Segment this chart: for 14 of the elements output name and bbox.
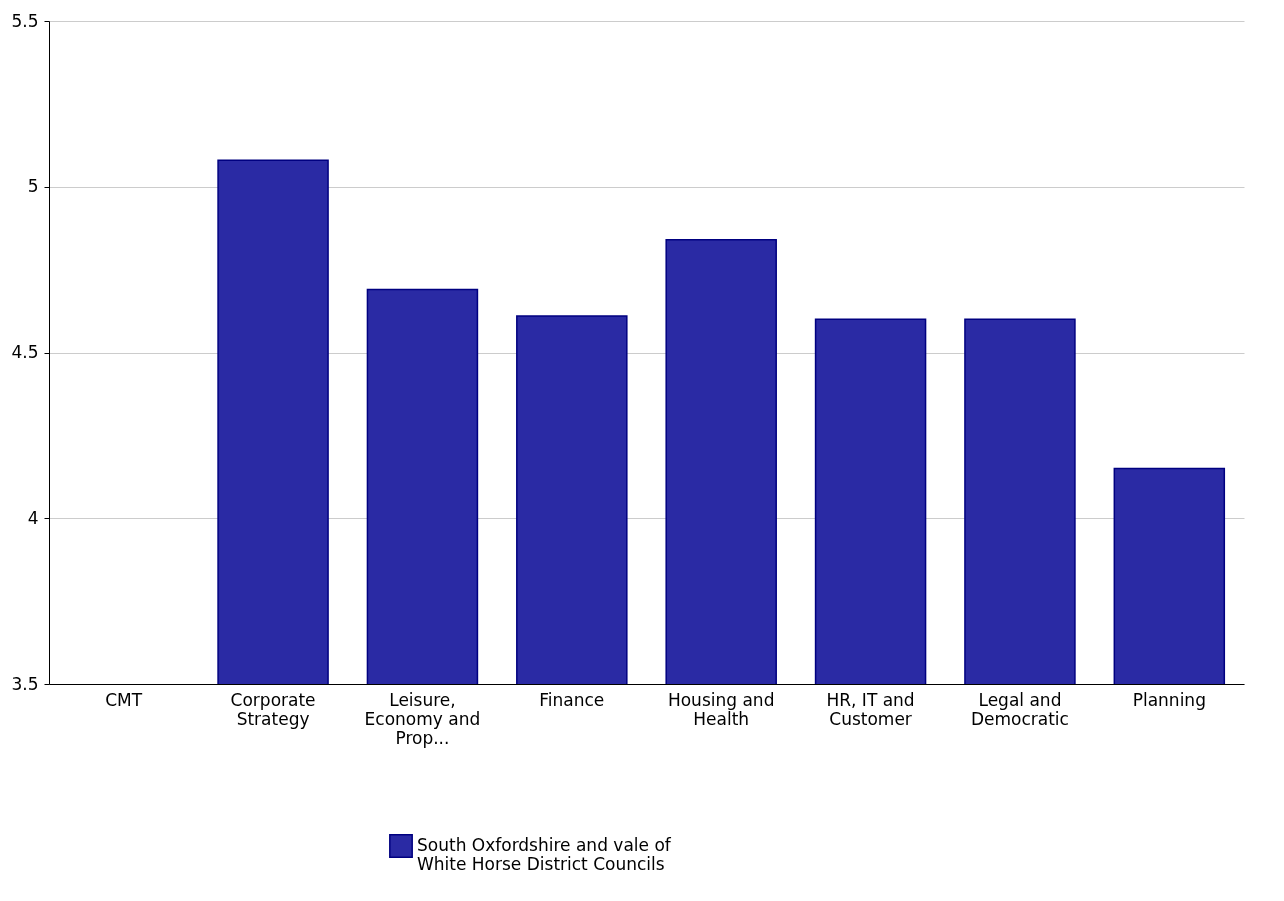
y-tick-label: 5 — [27, 176, 39, 197]
x-tick-label: Corporate Strategy — [230, 689, 316, 729]
y-tick-label: 5.5 — [11, 10, 39, 31]
x-tick-label: Leisure, Economy and Prop... — [364, 689, 481, 748]
y-tick-label: 3.5 — [11, 673, 39, 694]
x-tick-label: Housing and Health — [667, 689, 775, 729]
x-tick-label: Planning — [1132, 689, 1206, 710]
legend-label: South Oxfordshire and vale of White Horse District Councils — [417, 835, 672, 874]
x-tick-label: HR, IT and Customer — [826, 689, 915, 729]
x-tick-label: Legal and Democratic — [970, 689, 1069, 729]
x-tick-label: CMT — [105, 689, 143, 710]
y-tick-label: 4.5 — [11, 342, 39, 362]
y-tick-label: 4 — [27, 507, 39, 528]
x-tick-label: Finance — [539, 689, 605, 710]
